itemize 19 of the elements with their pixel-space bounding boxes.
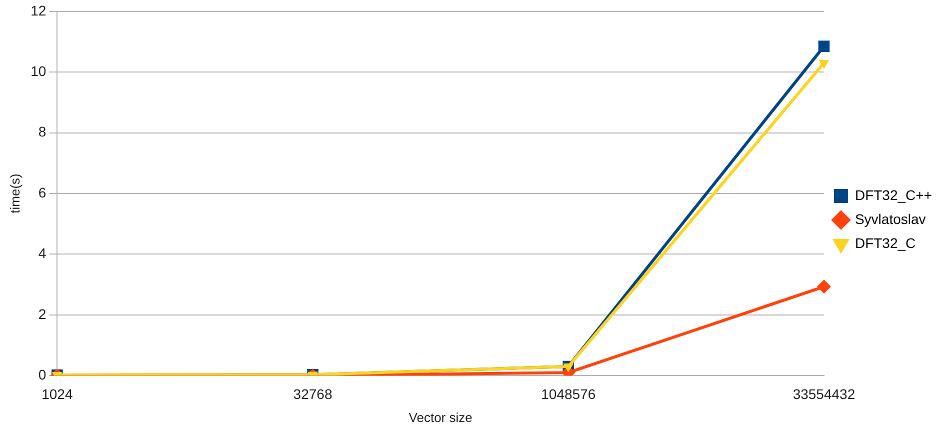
legend-label: DFT32_C (854, 234, 916, 251)
y-tick-label: 12 (30, 2, 46, 18)
point (818, 60, 830, 69)
legend-label: DFT32_C++ (854, 186, 932, 203)
x-tick-label: 1048576 (541, 386, 596, 402)
x-tick-label: 32768 (293, 386, 332, 402)
point (816, 280, 831, 294)
y-tick-label: 6 (38, 184, 46, 200)
point (818, 40, 830, 52)
x-axis-title: Vector size (408, 410, 472, 425)
legend-label: Syvlatoslav (854, 210, 926, 227)
y-tick-label: 0 (38, 366, 46, 382)
y-tick-label: 2 (38, 306, 46, 322)
x-tick-label: 33554432 (792, 386, 856, 402)
y-tick-label: 4 (38, 245, 46, 262)
y-axis-title: time(s) (7, 174, 22, 214)
x-tick-label: 1024 (42, 386, 73, 402)
y-tick-label: 8 (38, 124, 46, 140)
y-tick-label: 10 (30, 62, 46, 79)
